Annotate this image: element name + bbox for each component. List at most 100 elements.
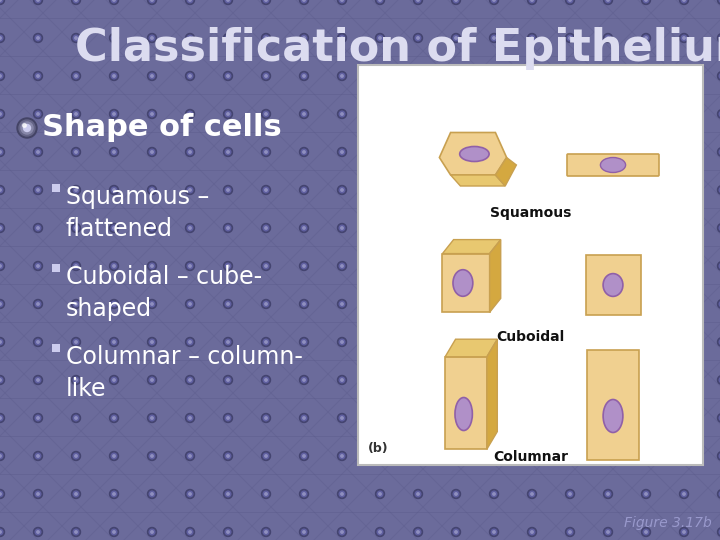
Bar: [52, 184, 60, 192]
Circle shape: [681, 0, 687, 3]
Circle shape: [569, 303, 571, 305]
Circle shape: [150, 151, 153, 153]
Circle shape: [603, 528, 613, 537]
Circle shape: [21, 122, 33, 134]
Circle shape: [642, 71, 650, 80]
Circle shape: [492, 455, 495, 457]
Circle shape: [415, 149, 420, 155]
Circle shape: [303, 265, 305, 267]
Circle shape: [150, 379, 153, 381]
Circle shape: [417, 265, 419, 267]
Circle shape: [455, 455, 457, 457]
Circle shape: [150, 531, 153, 533]
Circle shape: [187, 301, 193, 307]
Text: Columnar – column-
like: Columnar – column- like: [66, 345, 303, 401]
Circle shape: [417, 37, 419, 39]
Circle shape: [303, 151, 305, 153]
Circle shape: [0, 73, 3, 79]
Circle shape: [455, 0, 457, 1]
Circle shape: [225, 263, 231, 269]
Circle shape: [341, 37, 343, 39]
Circle shape: [261, 338, 271, 347]
Circle shape: [642, 224, 650, 233]
Circle shape: [148, 414, 156, 422]
Circle shape: [0, 71, 4, 80]
Circle shape: [35, 529, 41, 535]
Circle shape: [111, 529, 117, 535]
Circle shape: [37, 531, 39, 533]
Circle shape: [227, 37, 229, 39]
Circle shape: [681, 339, 687, 345]
Text: Columnar: Columnar: [493, 450, 568, 464]
Circle shape: [227, 417, 229, 419]
Circle shape: [645, 341, 647, 343]
Circle shape: [37, 37, 39, 39]
Circle shape: [529, 301, 535, 307]
Circle shape: [642, 147, 650, 157]
Circle shape: [73, 111, 78, 117]
Circle shape: [225, 415, 231, 421]
Polygon shape: [487, 339, 498, 449]
Circle shape: [569, 531, 571, 533]
Circle shape: [680, 451, 688, 461]
Circle shape: [492, 0, 495, 1]
Circle shape: [0, 489, 4, 498]
Circle shape: [223, 110, 233, 118]
Circle shape: [377, 529, 383, 535]
Circle shape: [189, 151, 192, 153]
Circle shape: [113, 455, 115, 457]
Text: Cuboidal: Cuboidal: [496, 330, 564, 344]
Circle shape: [301, 377, 307, 383]
Circle shape: [149, 491, 155, 497]
Circle shape: [680, 414, 688, 422]
Circle shape: [643, 453, 649, 459]
Circle shape: [186, 33, 194, 43]
Circle shape: [339, 301, 345, 307]
Circle shape: [148, 0, 156, 4]
Circle shape: [300, 224, 308, 233]
Circle shape: [643, 225, 649, 231]
Circle shape: [71, 489, 81, 498]
Circle shape: [569, 341, 571, 343]
Circle shape: [718, 110, 720, 118]
Polygon shape: [490, 240, 500, 313]
Circle shape: [377, 377, 383, 383]
Circle shape: [265, 455, 267, 457]
Circle shape: [683, 303, 685, 305]
Circle shape: [187, 339, 193, 345]
Circle shape: [529, 339, 535, 345]
Circle shape: [338, 261, 346, 271]
Circle shape: [377, 0, 383, 3]
Circle shape: [301, 149, 307, 155]
Circle shape: [0, 33, 4, 43]
Circle shape: [148, 300, 156, 308]
Polygon shape: [439, 132, 507, 175]
Circle shape: [37, 341, 39, 343]
Circle shape: [225, 149, 231, 155]
Circle shape: [529, 491, 535, 497]
Circle shape: [264, 491, 269, 497]
Circle shape: [681, 453, 687, 459]
Circle shape: [300, 71, 308, 80]
Circle shape: [607, 189, 609, 191]
Circle shape: [187, 453, 193, 459]
Circle shape: [603, 451, 613, 461]
Circle shape: [490, 261, 498, 271]
Circle shape: [338, 300, 346, 308]
Circle shape: [451, 300, 461, 308]
Circle shape: [379, 379, 381, 381]
Circle shape: [607, 455, 609, 457]
Circle shape: [223, 224, 233, 233]
Circle shape: [111, 111, 117, 117]
Circle shape: [603, 147, 613, 157]
Circle shape: [719, 111, 720, 117]
Circle shape: [0, 265, 1, 267]
Circle shape: [603, 338, 613, 347]
Circle shape: [187, 35, 193, 41]
Circle shape: [643, 35, 649, 41]
Circle shape: [303, 531, 305, 533]
Circle shape: [643, 263, 649, 269]
Circle shape: [75, 151, 77, 153]
Circle shape: [645, 531, 647, 533]
Circle shape: [186, 186, 194, 194]
